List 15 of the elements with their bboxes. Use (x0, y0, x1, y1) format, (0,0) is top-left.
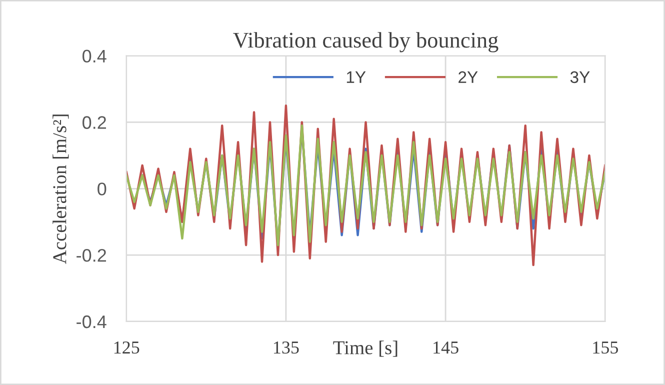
x-axis-title: Time [s] (333, 340, 398, 357)
legend-label: 1Y (346, 71, 366, 83)
y-tick-label: -0.2 (76, 248, 106, 262)
y-tick-label: 0.4 (82, 50, 106, 63)
x-tick-label: 135 (274, 341, 299, 354)
y-tick-label: -0.4 (76, 315, 106, 328)
chart-title: Vibration caused by bouncing (233, 32, 498, 52)
y-tick-label: 0 (98, 182, 106, 196)
legend-label: 2Y (458, 71, 478, 83)
x-tick-label: 145 (434, 342, 458, 354)
y-tick-label: 0.2 (82, 116, 106, 129)
x-tick-label: 155 (593, 342, 618, 354)
legend-label: 3Y (570, 71, 590, 84)
y-axis-title: Acceleration [m/s²] (52, 114, 69, 264)
x-tick-label: 125 (114, 341, 140, 354)
